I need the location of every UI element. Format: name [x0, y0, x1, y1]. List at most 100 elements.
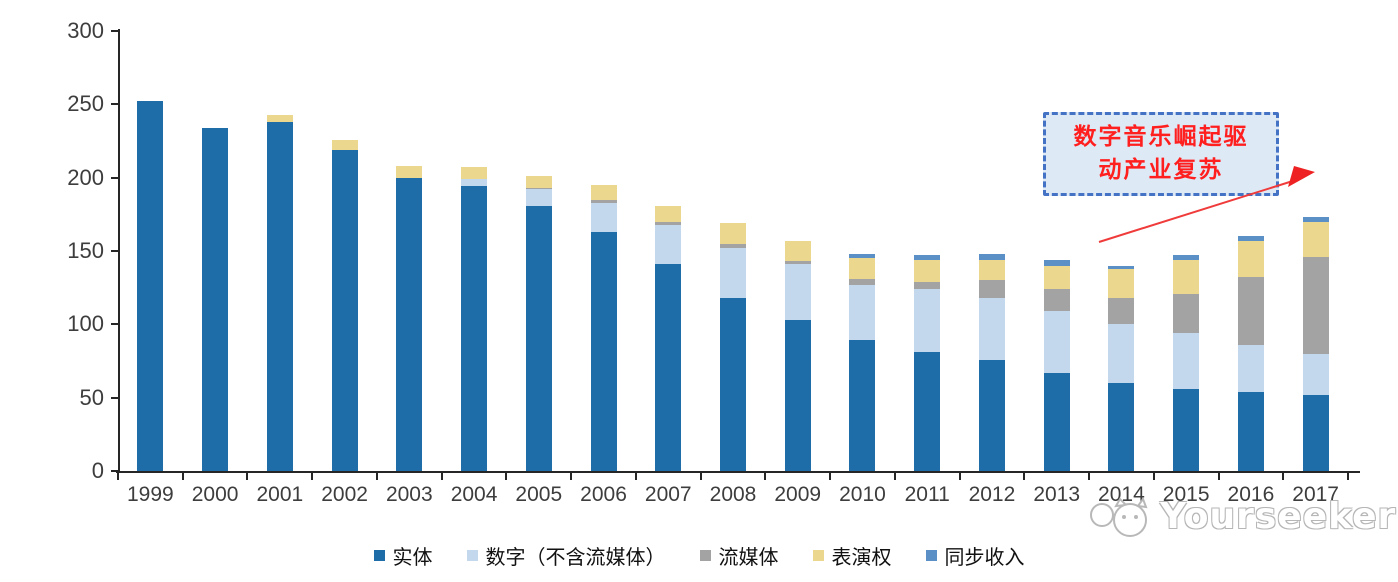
- x-axis-tick: [634, 473, 637, 480]
- legend-item-digital: 数字（不含流媒体）: [466, 541, 666, 570]
- bar-segment-2013-streaming: [1043, 289, 1070, 312]
- y-axis-label-100: 100: [67, 311, 104, 337]
- y-axis-tick-50: [111, 396, 118, 399]
- x-axis-tick: [570, 473, 573, 480]
- bar-segment-2017-digital: [1302, 353, 1329, 395]
- x-axis-tick: [375, 473, 378, 480]
- bar-segment-2010-digital: [849, 284, 876, 341]
- bar-segment-2014-streaming: [1108, 297, 1135, 325]
- watermark-text: Yourseeker: [1160, 496, 1397, 537]
- y-axis-tick-0: [111, 470, 118, 472]
- bar-segment-2005-streaming: [525, 187, 552, 190]
- cat-logo-icon: [1090, 496, 1148, 537]
- x-axis-tick: [764, 473, 767, 480]
- bar-segment-2006-streaming: [590, 199, 617, 203]
- bar-segment-2013-sync: [1043, 259, 1070, 266]
- x-axis-tick: [958, 473, 961, 480]
- bar-segment-2003-physical: [396, 177, 423, 471]
- bar-segment-2015-performance: [1173, 259, 1200, 294]
- y-axis-tick-100: [111, 323, 118, 326]
- bar-segment-2010-performance: [849, 258, 876, 279]
- bar-segment-2004-physical: [461, 186, 488, 471]
- bar-segment-2009-performance: [784, 240, 811, 262]
- y-axis-tick-250: [111, 103, 118, 106]
- bar-segment-2015-digital: [1173, 333, 1200, 389]
- x-axis-tick: [829, 473, 832, 480]
- bar-segment-2011-sync: [914, 255, 941, 260]
- y-axis-label-150: 150: [67, 238, 104, 263]
- bar-segment-2009-physical: [784, 319, 811, 471]
- x-axis-tick: [1282, 473, 1285, 480]
- x-axis-tick: [440, 473, 443, 480]
- y-axis-label-250: 250: [67, 91, 104, 117]
- x-axis-tick: [1152, 473, 1155, 480]
- legend-item-streaming: 流媒体: [699, 541, 779, 570]
- x-axis-tick: [1347, 473, 1349, 480]
- bar-segment-2008-performance: [720, 223, 746, 244]
- x-axis-label-2003: 2003: [385, 483, 433, 506]
- x-axis-label-2007: 2007: [644, 483, 692, 506]
- legend-label-digital: 数字（不含流媒体）: [485, 545, 666, 569]
- bar-segment-2016-sync: [1237, 236, 1264, 241]
- bar-segment-2011-physical: [914, 352, 941, 471]
- bar-segment-2016-streaming: [1237, 277, 1264, 345]
- bar-segment-2012-performance: [978, 259, 1005, 281]
- bar-segment-2005-physical: [525, 205, 552, 471]
- annotation-callout: 数字音乐崛起驱 动产业复苏: [1043, 112, 1279, 196]
- y-axis-tick-200: [111, 176, 118, 179]
- legend-label-physical: 实体: [392, 545, 433, 569]
- y-axis-label-0: 0: [91, 458, 104, 483]
- x-axis-tick: [181, 473, 184, 480]
- bar-segment-2007-streaming: [655, 221, 682, 225]
- x-axis-line: [116, 471, 1360, 473]
- bar-segment-2011-performance: [914, 259, 941, 282]
- legend-item-sync: 同步收入: [925, 541, 1025, 570]
- legend-swatch-sync: [925, 550, 937, 561]
- bar-segment-2017-physical: [1302, 394, 1329, 471]
- x-axis-tick: [311, 473, 314, 480]
- annotation-text-line1: 数字音乐崛起驱: [1073, 124, 1249, 150]
- x-axis-label-2011: 2011: [904, 483, 950, 506]
- bar-segment-2002-physical: [331, 149, 358, 471]
- x-axis-tick: [893, 473, 896, 480]
- bar-segment-2011-streaming: [914, 281, 941, 290]
- legend-swatch-performance: [812, 550, 824, 561]
- bar-segment-2017-streaming: [1302, 256, 1329, 354]
- bar-segment-2002-performance: [331, 139, 358, 150]
- bar-segment-2006-performance: [590, 185, 617, 200]
- legend-swatch-digital: [466, 550, 478, 561]
- bar-segment-2008-digital: [720, 248, 746, 298]
- x-axis-label-2002: 2002: [321, 483, 368, 506]
- x-axis-label-2010: 2010: [839, 483, 886, 506]
- bar-segment-2012-sync: [978, 253, 1005, 260]
- legend-label-sync: 同步收入: [944, 545, 1025, 569]
- bar-segment-2001-performance: [266, 114, 293, 122]
- x-axis-label-2016: 2016: [1227, 483, 1275, 506]
- y-axis-tick-300: [111, 30, 118, 32]
- bar-segment-2016-performance: [1237, 240, 1264, 278]
- bar-segment-1999-physical: [137, 101, 164, 471]
- bar-segment-2007-physical: [655, 264, 682, 471]
- x-axis-tick: [246, 473, 249, 480]
- legend-label-performance: 表演权: [831, 545, 892, 569]
- y-axis-label-200: 200: [67, 164, 104, 190]
- bar-segment-2017-sync: [1302, 217, 1329, 222]
- x-axis-label-2008: 2008: [709, 483, 757, 506]
- bar-segment-2013-physical: [1043, 372, 1070, 471]
- y-axis-line: [118, 29, 120, 473]
- x-axis-label-2015: 2015: [1162, 483, 1210, 506]
- bar-segment-2003-performance: [396, 165, 423, 178]
- bar-segment-2004-digital: [461, 179, 488, 187]
- bar-segment-2005-performance: [525, 176, 552, 188]
- bar-segment-2000-physical: [202, 127, 229, 471]
- bar-segment-2011-digital: [914, 289, 941, 353]
- x-axis-tick: [117, 473, 119, 480]
- x-axis-label-2014: 2014: [1098, 483, 1145, 506]
- x-axis-label-2012: 2012: [968, 483, 1016, 506]
- bar-segment-2006-physical: [590, 231, 617, 471]
- y-axis-label-50: 50: [79, 384, 104, 410]
- bar-segment-2014-physical: [1108, 383, 1135, 471]
- x-axis-label-2017: 2017: [1292, 483, 1339, 506]
- bar-segment-2004-performance: [461, 167, 488, 180]
